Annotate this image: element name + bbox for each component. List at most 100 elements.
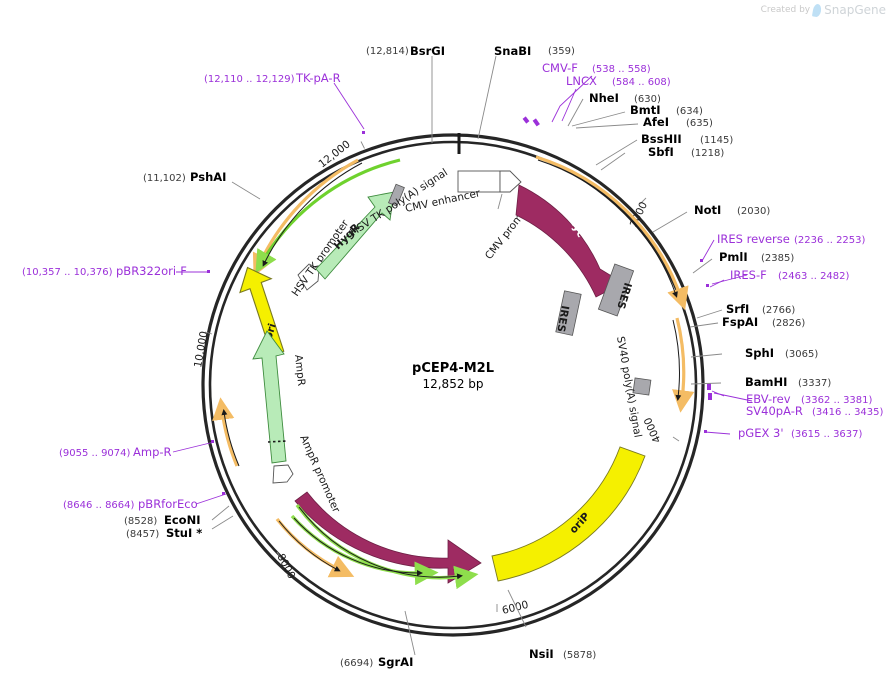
econi-position: (8528): [124, 516, 157, 527]
label-srfi[interactable]: SrfI (2766): [726, 302, 795, 316]
snabi-name: SnaBI: [494, 44, 531, 58]
ires-reverse-name: IRES reverse: [717, 232, 790, 246]
pbrforeco-name: pBRforEco: [138, 497, 198, 511]
tick-label-4000: 4000: [642, 415, 664, 444]
label-nsii[interactable]: NsiI (5878): [529, 647, 596, 661]
label-ebv-rev[interactable]: EBV-rev (3362 .. 3381): [746, 392, 873, 406]
fspai-name: FspAI: [722, 315, 758, 329]
ires-reverse-range: (2236 .. 2253): [794, 235, 866, 246]
tk-pa-r-name: TK-pA-R: [295, 71, 341, 85]
afei-name: AfeI: [643, 115, 669, 129]
fspai-position: (2826): [772, 318, 805, 329]
lncx-name: LNCX: [566, 74, 597, 88]
srfi-name: SrfI: [726, 302, 749, 316]
label-sbfi[interactable]: SbfI (1218): [648, 145, 724, 159]
label-nhei[interactable]: NheI (630): [589, 91, 661, 105]
bsshii-position: (1145): [700, 135, 733, 146]
bsshii-name: BssHII: [641, 132, 682, 146]
watermark-brand: SnapGene: [824, 3, 886, 17]
label-ires-reverse[interactable]: IRES reverse (2236 .. 2253): [717, 232, 866, 246]
orf-arrow-dark-top-right: [537, 159, 678, 298]
label-bsshii[interactable]: BssHII (1145): [641, 132, 733, 146]
pbr322ori-f-name: pBR322ori-F: [116, 264, 187, 278]
sphi-position: (3065): [785, 349, 818, 360]
bamhi-name: BamHI: [745, 375, 787, 389]
label-sv40pa-r[interactable]: SV40pA-R (3416 .. 3435): [746, 404, 884, 418]
leader-lines: [172, 55, 753, 656]
pshai-name: PshAI: [190, 170, 226, 184]
orf-arrow-dark-left: [221, 409, 240, 467]
label-tk-pa-r[interactable]: (12,110 .. 12,129) TK-pA-R: [204, 71, 341, 85]
label-pgex-3[interactable]: pGEX 3' (3615 .. 3637): [738, 426, 863, 440]
pbrforeco-range: (8646 .. 8664): [63, 500, 135, 511]
sbfi-position: (1218): [691, 148, 724, 159]
pmli-position: (2385): [761, 253, 794, 264]
orf-arrow-dark-bottom-1: [298, 506, 463, 580]
plasmid-center-label: pCEP4-M2L 12,852 bp: [412, 361, 494, 391]
label-sgrai[interactable]: (6694) SgrAI: [340, 655, 413, 669]
tick-label-6000: 6000: [501, 599, 530, 617]
tick-label-10000: 10,000: [192, 330, 210, 368]
feature-ires-2: IRES: [554, 290, 582, 336]
pgex-3-range: (3615 .. 3637): [791, 429, 863, 440]
feature-ires-1: IRES: [597, 263, 635, 317]
plasmid-backbone: [201, 133, 705, 637]
label-bsrgi[interactable]: (12,814) BsrGI: [366, 44, 445, 58]
label-lncx[interactable]: LNCX (584 .. 608): [566, 74, 671, 88]
label-fspai[interactable]: FspAI (2826): [722, 315, 805, 329]
cmv-f-name: CMV-F: [542, 61, 578, 75]
label-snabi[interactable]: SnaBI (359): [494, 44, 575, 58]
label-ires-f[interactable]: IRES-F (2463 .. 2482): [730, 268, 850, 282]
label-pmli[interactable]: PmlI (2385): [719, 250, 794, 264]
label-amp-r[interactable]: (9055 .. 9074) Amp-R: [59, 445, 172, 459]
stui-name: StuI *: [166, 526, 202, 540]
ebv-rev-name: EBV-rev: [746, 392, 791, 406]
plasmid-size: 12,852 bp: [422, 377, 483, 391]
nsii-position: (5878): [563, 650, 596, 661]
noti-name: NotI: [694, 203, 721, 217]
orf-arrow-dark-right: [672, 319, 682, 401]
noti-position: (2030): [737, 206, 770, 217]
nhei-position: (630): [634, 94, 661, 105]
watermark-created-by: Created by: [760, 5, 811, 15]
plasmid-name: pCEP4-M2L: [412, 361, 494, 376]
label-afei[interactable]: AfeI (635): [643, 115, 713, 129]
ires-f-range: (2463 .. 2482): [778, 271, 850, 282]
pshai-position: (11,102): [143, 173, 186, 184]
bsrgi-name: BsrGI: [410, 44, 445, 58]
cmv-f-range: (538 .. 558): [592, 64, 651, 75]
label-econi[interactable]: (8528) EcoNI: [124, 513, 200, 527]
feature-orip: oriP: [491, 446, 646, 582]
orf-arrow-dark-upper-left: [262, 162, 363, 267]
ebv-rev-range: (3362 .. 3381): [801, 395, 873, 406]
label-noti[interactable]: NotI (2030): [694, 203, 770, 217]
afei-position: (635): [686, 118, 713, 129]
bsrgi-position: (12,814): [366, 46, 409, 57]
label-stui[interactable]: (8457) StuI *: [126, 526, 202, 540]
label-pbrforeco[interactable]: (8646 .. 8664) pBRforEco: [63, 497, 198, 511]
pmli-name: PmlI: [719, 250, 748, 264]
ires-f-name: IRES-F: [730, 268, 767, 282]
label-sphi[interactable]: SphI (3065): [745, 346, 818, 360]
site-labels: (12,814) BsrGI SnaBI (359) CMV-F (538 ..…: [22, 44, 884, 669]
feature-label-ires-2: IRES: [554, 304, 570, 332]
bmti-name: BmtI: [630, 103, 661, 117]
pbr322ori-f-range: (10,357 .. 10,376): [22, 267, 113, 278]
label-bmti[interactable]: BmtI (634): [630, 103, 703, 117]
orf-arrow-orange-top-right: [535, 155, 689, 311]
stui-position: (8457): [126, 529, 159, 540]
nsii-name: NsiI: [529, 647, 554, 661]
orf-arrow-green-upper-left: [255, 158, 401, 273]
orf-arrow-orange-right: [672, 317, 695, 413]
feature-ampr: AmpR: [252, 330, 307, 464]
label-pbr322ori-f[interactable]: (10,357 .. 10,376) pBR322ori-F: [22, 264, 187, 278]
sbfi-name: SbfI: [648, 145, 674, 159]
snabi-position: (359): [548, 46, 575, 57]
sv40pa-r-name: SV40pA-R: [746, 404, 803, 418]
nhei-name: NheI: [589, 91, 619, 105]
srfi-position: (2766): [762, 305, 795, 316]
label-cmv-f[interactable]: CMV-F (538 .. 558): [542, 61, 651, 75]
label-bamhi[interactable]: BamHI (3337): [745, 375, 831, 389]
label-pshai[interactable]: (11,102) PshAI: [143, 170, 226, 184]
